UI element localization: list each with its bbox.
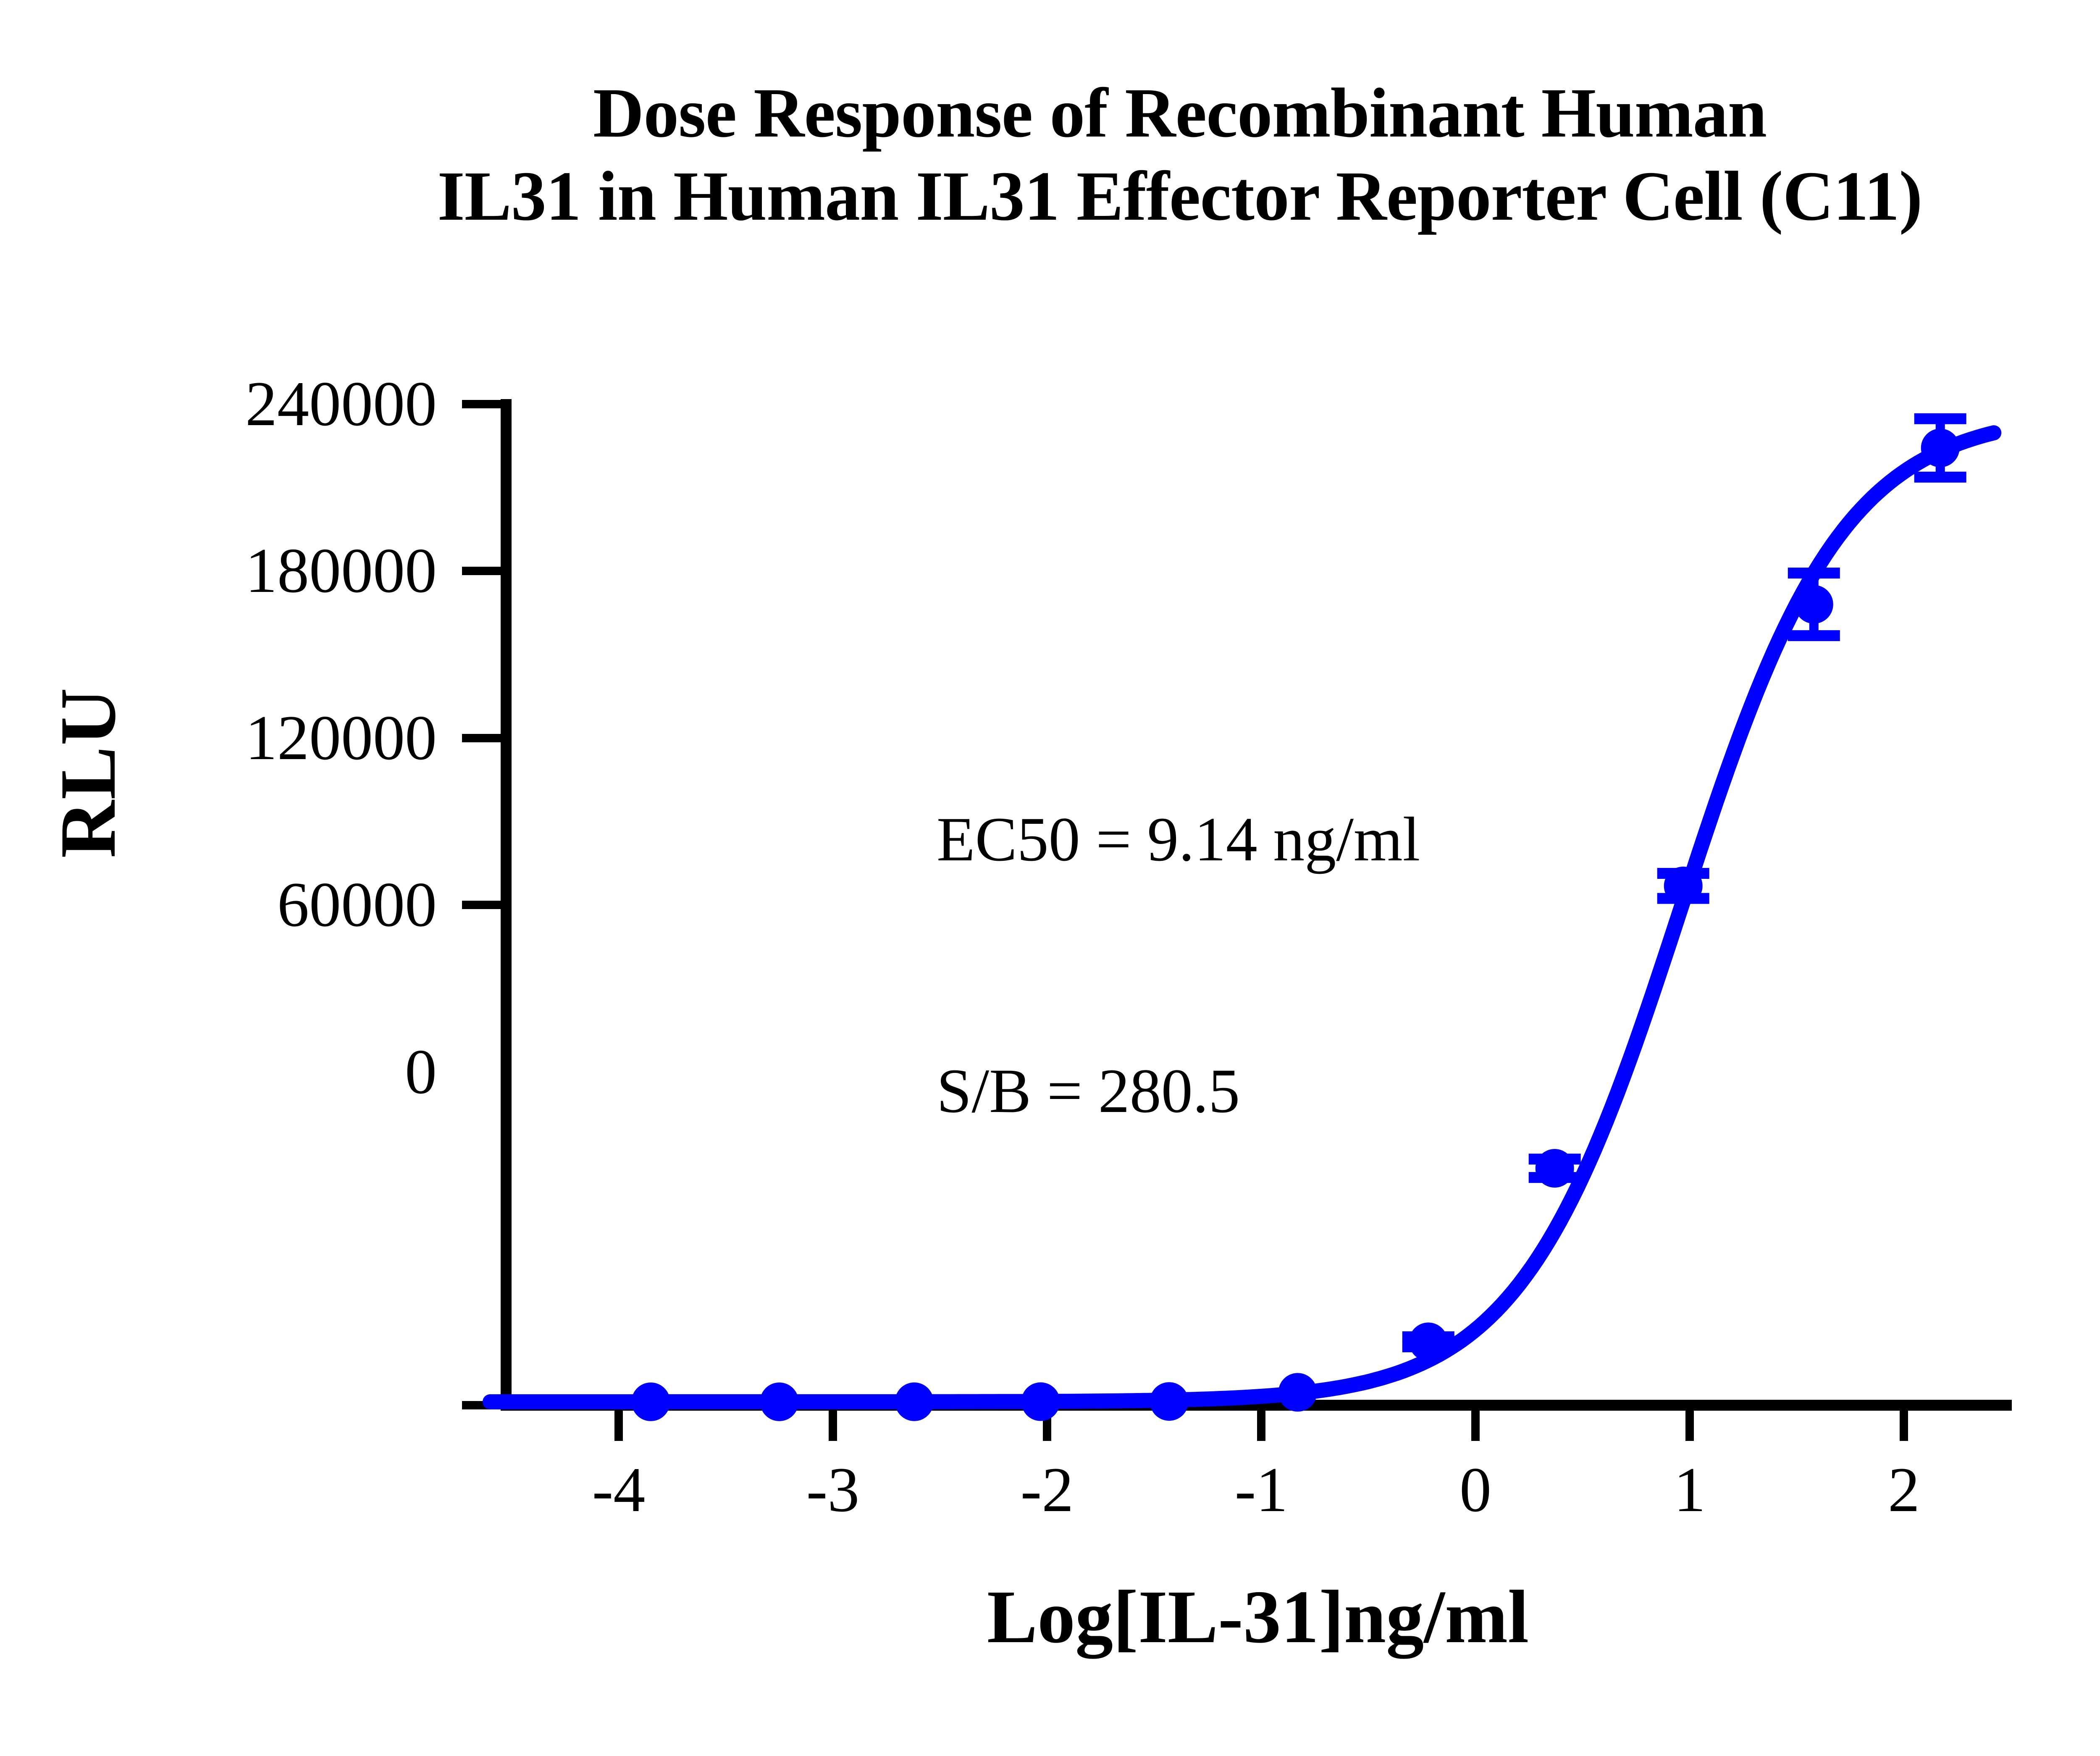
annotation-ec50: EC50 = 9.14 ng/ml bbox=[937, 804, 1420, 874]
chart-annotation: EC50 = 9.14 ng/ml S/B = 280.5 bbox=[937, 630, 1420, 1301]
x-tick-label-neg1: -1 bbox=[1234, 1454, 1288, 1525]
data-point-marker bbox=[1794, 585, 1833, 624]
data-point-marker bbox=[1409, 1322, 1448, 1362]
axes bbox=[501, 399, 2012, 1411]
x-tick-label-1: 1 bbox=[1674, 1454, 1706, 1525]
y-tick-label-60000: 60000 bbox=[277, 869, 437, 940]
data-point-marker bbox=[1921, 428, 1960, 468]
data-point-marker bbox=[1021, 1382, 1060, 1421]
data-point-marker bbox=[895, 1382, 934, 1421]
data-point-marker bbox=[1664, 866, 1703, 905]
x-axis-ticks bbox=[614, 1405, 1908, 1441]
x-tick-label-neg4: -4 bbox=[592, 1454, 646, 1525]
y-axis-ticks bbox=[462, 400, 506, 1409]
dose-response-fit-curve bbox=[483, 425, 2002, 1409]
data-point-marker bbox=[631, 1382, 670, 1421]
chart-title-line-1: Dose Response of Recombinant Human bbox=[593, 74, 1767, 152]
x-tick-label-0: 0 bbox=[1460, 1454, 1491, 1525]
x-axis-label: Log[IL-31]ng/ml bbox=[987, 1575, 1529, 1659]
x-tick-label-neg3: -3 bbox=[806, 1454, 860, 1525]
data-point-marker bbox=[1278, 1373, 1317, 1412]
data-point-marker bbox=[760, 1382, 799, 1421]
y-tick-label-180000: 180000 bbox=[245, 535, 437, 606]
y-tick-label-120000: 120000 bbox=[245, 702, 437, 773]
y-tick-label-0: 0 bbox=[405, 1036, 437, 1107]
x-tick-label-2: 2 bbox=[1888, 1454, 1920, 1525]
annotation-signal-background: S/B = 280.5 bbox=[937, 1056, 1240, 1126]
data-point-markers bbox=[631, 428, 1960, 1421]
chart-title-line-2: IL31 in Human IL31 Effector Reporter Cel… bbox=[437, 157, 1922, 236]
x-tick-label-neg2: -2 bbox=[1020, 1454, 1074, 1525]
chart-title: Dose Response of Recombinant Human IL31 … bbox=[0, 71, 2100, 238]
y-tick-label-240000: 240000 bbox=[245, 368, 437, 439]
data-point-marker bbox=[1535, 1149, 1574, 1188]
data-point-marker bbox=[1150, 1382, 1189, 1421]
